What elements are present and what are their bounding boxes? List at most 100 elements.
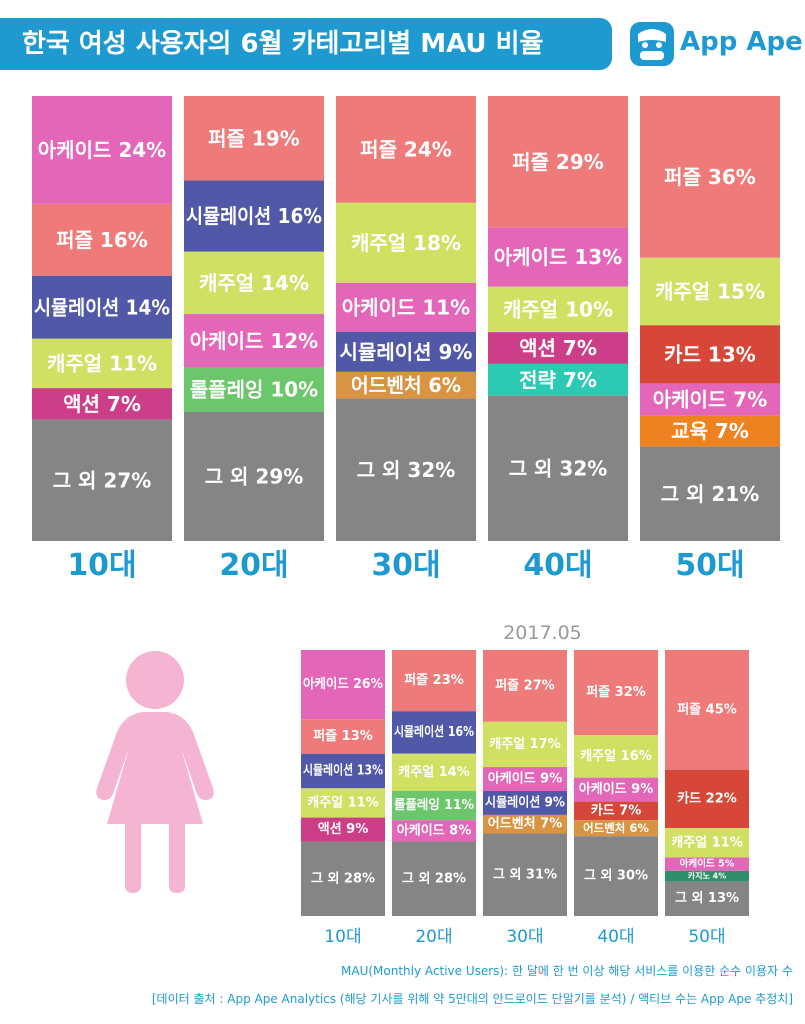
segment-label: 아케이드 9% — [488, 771, 562, 787]
bar-segment — [301, 841, 385, 916]
bar-segment — [301, 817, 385, 842]
bar-segment — [483, 790, 567, 815]
segment-label: 어드벤처 6% — [351, 374, 461, 397]
bar-segment — [488, 363, 628, 396]
segment-label: 그 외 30% — [584, 868, 648, 884]
bar-segment — [392, 753, 476, 791]
bar-segment — [392, 790, 476, 821]
bar-segment — [640, 325, 780, 384]
bar-segment — [488, 332, 628, 364]
segment-label: 아케이드 5% — [680, 858, 735, 870]
category-label: 30대 — [371, 548, 440, 583]
category-label: 50대 — [688, 927, 725, 947]
segment-label: 시뮬레이션 16% — [186, 204, 322, 228]
bar-segment — [574, 820, 658, 837]
bar-segment — [184, 314, 324, 368]
bar-segment — [184, 367, 324, 412]
bar-segment — [574, 836, 658, 916]
bar-segment — [392, 841, 476, 916]
bar-segment — [336, 331, 476, 372]
segment-label: 캐주얼 11% — [671, 835, 743, 850]
segment-label: 액션 7% — [63, 392, 141, 416]
segment-label: 퍼즐 45% — [677, 702, 737, 717]
segment-label: 그 외 28% — [402, 870, 466, 886]
bar-segment — [665, 881, 749, 916]
segment-label: 그 외 28% — [311, 870, 375, 886]
bar-segment — [32, 419, 172, 541]
chart-title: 한국 여성 사용자의 6월 카테고리별 MAU 비율 — [0, 18, 612, 70]
category-label: 40대 — [523, 548, 592, 583]
bar-segment — [32, 96, 172, 204]
bar-segment — [488, 395, 628, 541]
segment-label: 아케이드 7% — [653, 387, 768, 411]
bar-segment — [574, 777, 658, 802]
segment-label: 퍼즐 23% — [404, 673, 464, 688]
bar-segment — [483, 650, 567, 722]
segment-label: 캐주얼 17% — [489, 737, 561, 752]
segment-label: 캐주얼 11% — [307, 795, 379, 810]
bar-segment — [392, 650, 476, 712]
segment-label: 그 외 31% — [493, 866, 557, 882]
segment-label: 아케이드 12% — [190, 329, 318, 353]
bar-segment — [574, 735, 658, 778]
bar-segment — [301, 753, 385, 789]
chart-2017-05: 아케이드 26% 퍼즐 13% 시뮬레이션 13% 캐주얼 11% 액션 9% 그 외 2… — [301, 650, 749, 947]
segment-label: 카드 13% — [664, 342, 756, 366]
bar-segment — [392, 711, 476, 754]
bar-segment — [336, 282, 476, 332]
segment-label: 교육 7% — [671, 419, 749, 443]
ape-face-icon — [630, 22, 674, 66]
bar-segment — [184, 180, 324, 252]
segment-label: 캐주얼 11% — [47, 351, 157, 375]
category-label: 20대 — [219, 548, 288, 583]
segment-label: 액션 7% — [519, 336, 597, 360]
segment-label: 퍼즐 16% — [56, 228, 148, 252]
bar-segment — [640, 257, 780, 326]
bar-segment — [640, 96, 780, 258]
segment-label: 시뮬레이션 9% — [485, 794, 565, 810]
segment-label: 시뮬레이션 9% — [340, 340, 473, 364]
segment-label: 퍼즐 13% — [313, 729, 373, 744]
bar-segment — [32, 203, 172, 276]
segment-label: 카드 22% — [677, 791, 737, 806]
bar-segment — [32, 338, 172, 389]
segment-label: 시뮬레이션 16% — [394, 724, 474, 740]
bar-segment — [665, 828, 749, 858]
segment-label: 퍼즐 24% — [360, 137, 452, 161]
category-label: 30대 — [506, 927, 543, 947]
category-label: 10대 — [67, 548, 136, 583]
segment-label: 캐주얼 10% — [503, 297, 613, 321]
segment-label: 카드 7% — [591, 803, 642, 818]
bar-segment — [483, 814, 567, 834]
segment-label: 어드벤처 7% — [488, 816, 562, 832]
segment-label: 그 외 13% — [675, 890, 739, 906]
bar-segment — [488, 286, 628, 333]
segment-label: 롤플레잉 11% — [394, 798, 474, 813]
segment-label: 그 외 27% — [53, 468, 152, 492]
bar-segment — [665, 857, 749, 871]
segment-label: 퍼즐 32% — [586, 685, 646, 700]
category-label: 40대 — [597, 927, 634, 947]
bar-segment — [640, 383, 780, 416]
chart-2017-06: 아케이드 24% 퍼즐 16% 시뮬레이션 14% 캐주얼 11% 액션 7% 그 외 2… — [32, 96, 780, 583]
category-label: 10대 — [324, 927, 361, 947]
bar-segment — [574, 650, 658, 736]
segment-label: 아케이드 26% — [303, 676, 383, 692]
bar-segment — [336, 371, 476, 399]
segment-label: 퍼즐 19% — [208, 126, 300, 150]
app-ape-logo: App Ape — [628, 20, 803, 68]
category-label: 50대 — [675, 548, 744, 583]
segment-label: 캐주얼 16% — [580, 749, 652, 764]
bar-segment — [301, 650, 385, 720]
bar-segment — [301, 719, 385, 754]
segment-label: 퍼즐 27% — [495, 678, 555, 693]
bar-segment — [488, 96, 628, 228]
bar-segment — [665, 870, 749, 882]
segment-label: 시뮬레이션 14% — [34, 295, 170, 319]
segment-label: 캐주얼 18% — [351, 231, 461, 255]
segment-label: 그 외 21% — [661, 482, 760, 506]
segment-label: 액션 9% — [318, 822, 369, 837]
bar-segment — [640, 415, 780, 447]
segment-label: 아케이드 9% — [579, 781, 653, 797]
bar-segment — [640, 446, 780, 541]
